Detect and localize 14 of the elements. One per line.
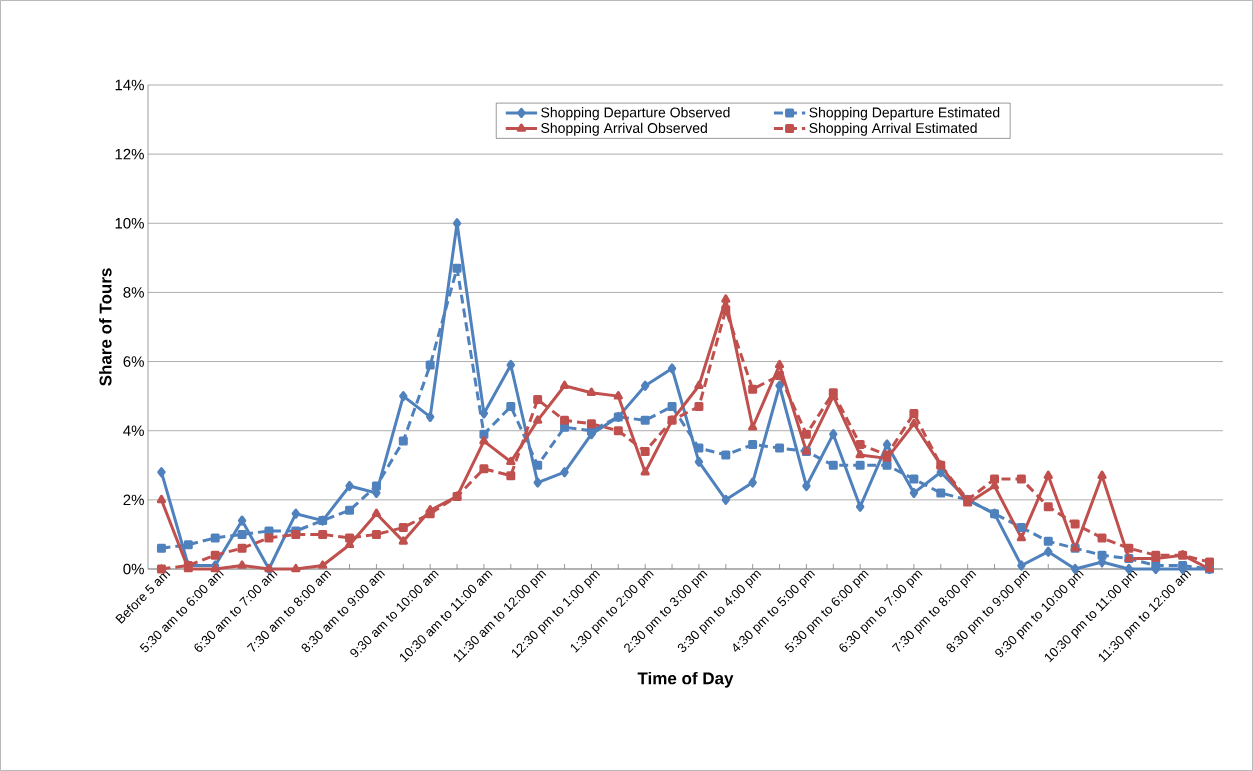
legend-label: Shopping Arrival Estimated [809,122,977,136]
y-tick-label: 14% [115,79,144,91]
x-axis-title: Time of Day [637,671,734,688]
y-tick-label: 0% [123,563,144,575]
y-tick-label: 10% [115,217,144,229]
legend-label: Shopping Arrival Observed [541,122,707,136]
y-tick-label: 8% [123,287,144,298]
legend-label: Shopping Departure Estimated [809,107,1000,121]
y-tick-label: 4% [123,425,144,436]
y-tick-label: 2% [123,494,144,506]
y-axis-title: Share of Tours [99,268,112,386]
legend-label: Shopping Departure Observed [541,107,730,121]
y-tick-label: 6% [123,356,144,367]
y-tick-label: 12% [115,148,144,160]
